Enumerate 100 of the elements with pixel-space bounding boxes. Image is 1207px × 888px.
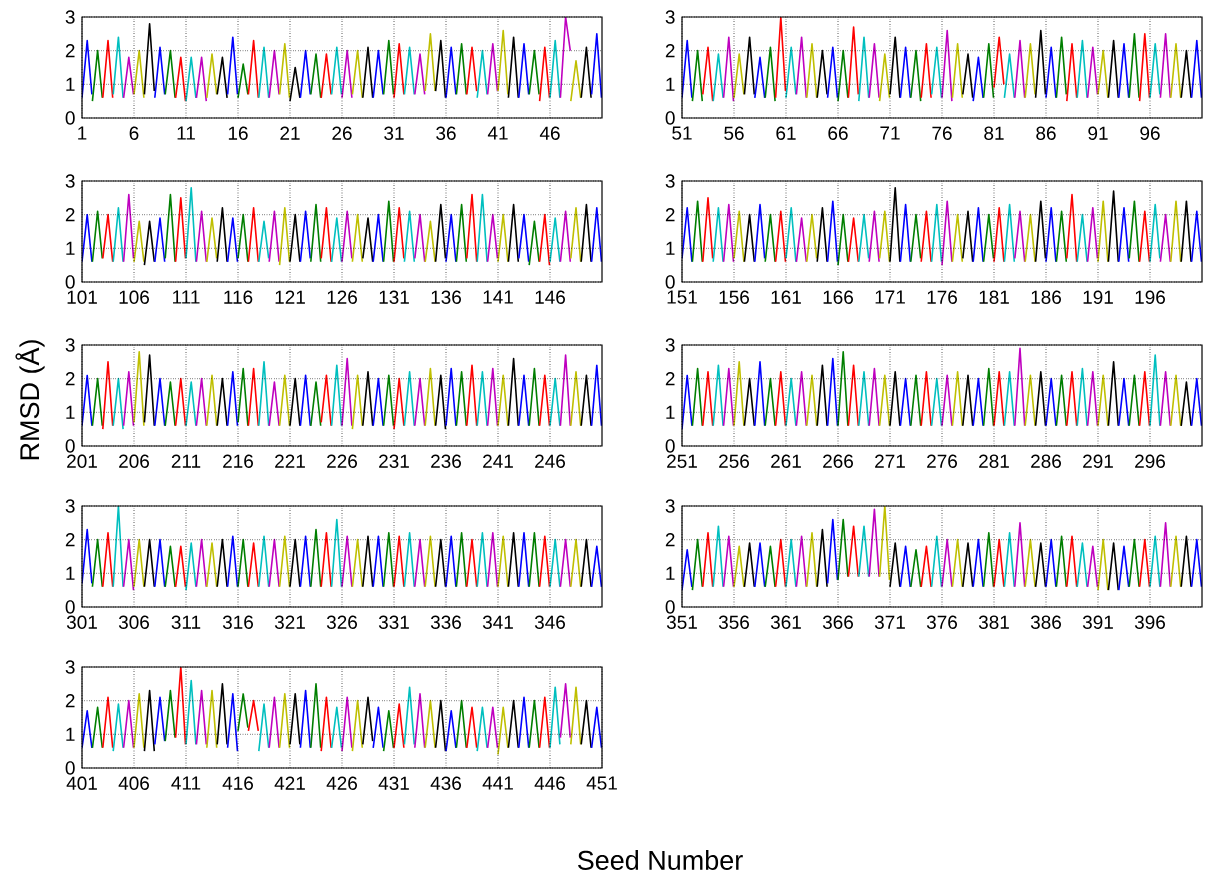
x-tick-label: 231 — [379, 454, 409, 468]
x-tick-label: 261 — [771, 454, 801, 468]
y-tick-label: 2 — [665, 372, 675, 386]
x-tick-label: 426 — [326, 776, 358, 790]
x-tick-label: 46 — [539, 126, 560, 140]
x-tick-label: 256 — [719, 454, 750, 468]
x-tick-label: 376 — [926, 615, 958, 629]
x-tick-label: 196 — [1135, 290, 1166, 304]
x-tick-label: 451 — [586, 776, 617, 790]
x-tick-label: 11 — [177, 126, 195, 140]
x-tick-label: 316 — [222, 615, 254, 629]
y-tick-label: 2 — [665, 44, 675, 58]
x-tick-label: 356 — [718, 615, 750, 629]
x-tick-label: 346 — [534, 615, 566, 629]
x-tick-label: 56 — [724, 126, 744, 140]
x-tick-label: 51 — [672, 126, 692, 140]
y-tick-label: 1 — [66, 77, 75, 91]
x-tick-label: 26 — [332, 126, 352, 140]
x-tick-label: 411 — [171, 776, 201, 790]
x-tick-label: 186 — [1031, 290, 1062, 304]
y-tick-label: 3 — [665, 174, 675, 188]
y-tick-label: 1 — [66, 566, 75, 580]
x-tick-label: 181 — [979, 290, 1009, 304]
x-tick-label: 16 — [228, 126, 248, 140]
y-tick-label: 1 — [666, 566, 675, 580]
x-tick-label: 351 — [666, 615, 697, 629]
x-tick-label: 366 — [822, 615, 854, 629]
x-tick-label: 371 — [874, 615, 905, 629]
y-tick-label: 0 — [65, 761, 75, 775]
x-tick-label: 126 — [327, 290, 358, 304]
x-tick-label: 21 — [280, 126, 300, 140]
y-tick-label: 2 — [665, 208, 675, 222]
x-tick-label: 61 — [776, 126, 796, 140]
x-tick-label: 221 — [275, 454, 305, 468]
x-tick-label: 106 — [119, 290, 150, 304]
x-tick-label: 111 — [173, 290, 200, 304]
x-axis-title: Seed Number — [577, 850, 743, 870]
x-tick-label: 291 — [1083, 454, 1113, 468]
y-tick-label: 3 — [665, 499, 675, 513]
x-tick-label: 361 — [770, 615, 801, 629]
y-tick-label: 3 — [665, 338, 675, 352]
x-tick-label: 416 — [222, 776, 254, 790]
x-tick-label: 101 — [67, 290, 97, 304]
x-tick-label: 271 — [875, 454, 905, 468]
x-tick-label: 286 — [1031, 454, 1062, 468]
x-tick-label: 141 — [483, 290, 513, 304]
y-tick-label: 2 — [65, 208, 75, 222]
x-tick-label: 121 — [275, 290, 305, 304]
x-tick-label: 96 — [1140, 126, 1160, 140]
y-axis-title: RMSD (Å) — [15, 340, 45, 460]
x-tick-label: 276 — [927, 454, 958, 468]
y-tick-label: 0 — [65, 275, 75, 289]
x-tick-label: 266 — [823, 454, 854, 468]
x-tick-label: 151 — [667, 290, 697, 304]
y-tick-label: 1 — [66, 241, 75, 255]
x-tick-label: 246 — [535, 454, 566, 468]
x-tick-label: 76 — [932, 126, 952, 140]
x-tick-label: 446 — [534, 776, 566, 790]
x-tick-label: 296 — [1135, 454, 1166, 468]
x-tick-label: 406 — [118, 776, 150, 790]
x-tick-label: 401 — [66, 776, 97, 790]
y-tick-label: 0 — [65, 111, 75, 125]
x-tick-label: 336 — [430, 615, 462, 629]
y-tick-label: 3 — [65, 660, 75, 674]
y-tick-label: 0 — [65, 600, 75, 614]
y-tick-label: 3 — [65, 10, 75, 24]
y-tick-label: 1 — [666, 405, 675, 419]
x-tick-label: 331 — [378, 615, 409, 629]
x-tick-label: 396 — [1134, 615, 1166, 629]
x-tick-label: 161 — [771, 290, 801, 304]
y-tick-label: 1 — [66, 405, 75, 419]
y-tick-label: 3 — [65, 338, 75, 352]
x-tick-label: 321 — [274, 615, 305, 629]
x-tick-label: 201 — [67, 454, 97, 468]
x-tick-label: 386 — [1030, 615, 1062, 629]
x-tick-label: 146 — [535, 290, 566, 304]
x-tick-label: 171 — [875, 290, 905, 304]
x-tick-label: 6 — [129, 126, 139, 140]
x-tick-label: 301 — [66, 615, 97, 629]
y-tick-label: 0 — [665, 111, 675, 125]
x-tick-label: 131 — [379, 290, 409, 304]
y-tick-label: 3 — [665, 10, 675, 24]
y-tick-label: 2 — [65, 533, 75, 547]
y-tick-label: 2 — [665, 533, 675, 547]
x-tick-label: 31 — [384, 126, 404, 140]
x-tick-label: 441 — [482, 776, 513, 790]
y-tick-label: 1 — [666, 241, 675, 255]
y-tick-label: 1 — [66, 727, 75, 741]
y-tick-label: 0 — [65, 439, 75, 453]
x-tick-label: 191 — [1083, 290, 1113, 304]
x-tick-label: 306 — [118, 615, 150, 629]
x-tick-label: 281 — [979, 454, 1009, 468]
x-tick-label: 216 — [223, 454, 254, 468]
x-tick-label: 241 — [483, 454, 513, 468]
y-tick-label: 3 — [65, 174, 75, 188]
x-tick-label: 71 — [880, 126, 900, 140]
x-tick-label: 226 — [327, 454, 358, 468]
x-tick-label: 421 — [274, 776, 305, 790]
x-tick-label: 166 — [823, 290, 854, 304]
x-tick-label: 66 — [828, 126, 848, 140]
